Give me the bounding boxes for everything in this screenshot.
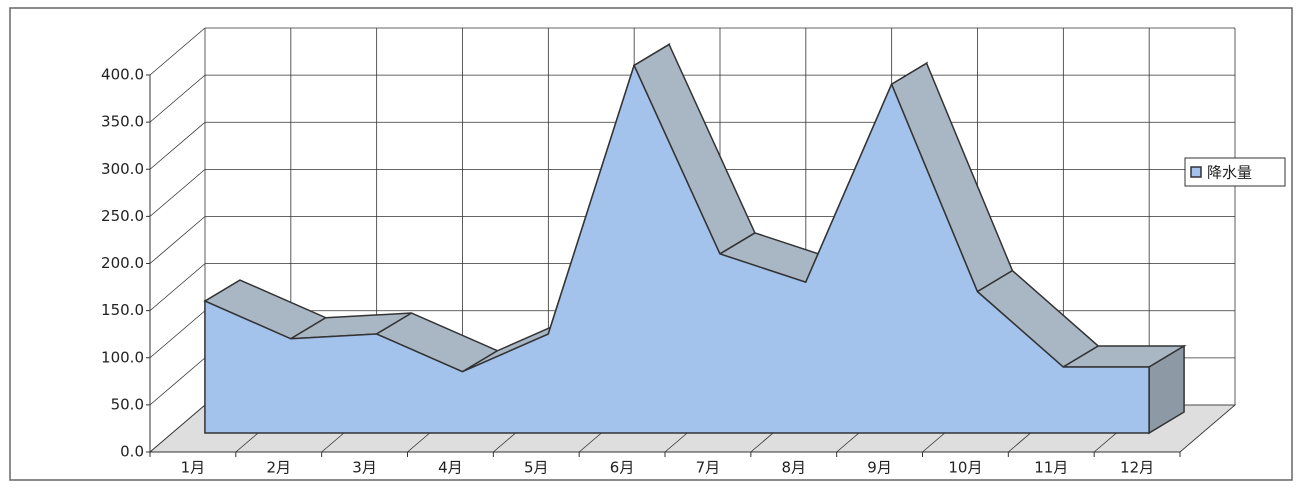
area — [204, 63, 1150, 434]
x-tick-label: 6月 — [610, 459, 635, 477]
floor-line — [149, 404, 206, 453]
x-tick-label: 9月 — [867, 459, 892, 477]
x-tick-label: 3月 — [352, 459, 377, 477]
x-tick-label: 4月 — [438, 459, 463, 477]
y-tick-label: 350.0 — [101, 113, 144, 131]
y-tick-label: 200.0 — [101, 254, 144, 272]
grid-line — [149, 121, 206, 170]
y-tick-label: 50.0 — [111, 395, 144, 413]
grid-line — [149, 216, 206, 264]
grid-line — [149, 169, 206, 217]
x-tick-label: 7月 — [696, 459, 721, 477]
y-tick-label: 150.0 — [101, 301, 144, 319]
x-tick-label: 8月 — [781, 459, 806, 477]
x-tick-label: 10月 — [948, 459, 982, 477]
grid-line — [149, 357, 206, 406]
y-tick-label: 0.0 — [120, 443, 144, 461]
legend-label: 降水量 — [1207, 164, 1252, 182]
y-tick-label: 250.0 — [101, 207, 144, 225]
grid-line — [149, 263, 206, 311]
x-tick-label: 5月 — [524, 459, 549, 477]
x-tick-label: 11月 — [1034, 459, 1068, 477]
y-tick-label: 100.0 — [101, 348, 144, 366]
x-tick-label: 12月 — [1120, 459, 1154, 477]
y-tick-label: 300.0 — [101, 160, 144, 178]
grid-line — [149, 27, 206, 76]
grid-line — [149, 74, 206, 123]
x-tick-label: 1月 — [181, 459, 206, 477]
grid-line — [149, 310, 206, 359]
y-tick-label: 400.0 — [101, 66, 144, 84]
floor-line — [1179, 404, 1236, 453]
legend-swatch — [1190, 166, 1202, 178]
x-tick-label: 2月 — [266, 459, 291, 477]
